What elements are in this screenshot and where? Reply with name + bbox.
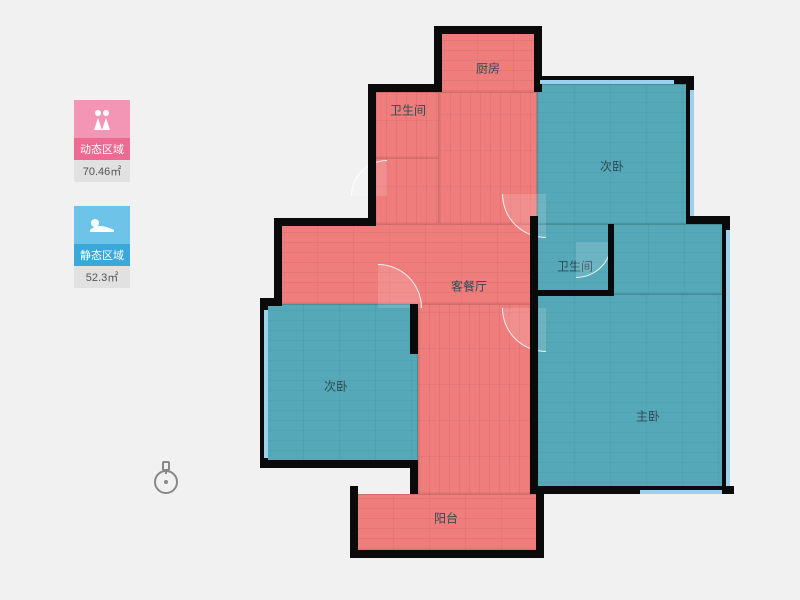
wall-segment	[260, 460, 418, 468]
wall-segment	[608, 224, 614, 292]
wall-segment	[434, 26, 442, 92]
zone-legend: 动态区域 70.46㎡ 静态区域 52.3㎡	[72, 100, 132, 312]
wall-segment	[686, 216, 730, 224]
room-balcony	[356, 494, 537, 550]
wall-segment	[434, 26, 542, 34]
wall-segment	[530, 216, 538, 226]
wall-segment	[532, 290, 614, 296]
wall-segment	[350, 486, 358, 558]
room-bed2b	[266, 304, 418, 462]
legend-swatch-dynamic	[74, 100, 130, 138]
legend-swatch-static	[74, 206, 130, 244]
room-bed2a	[537, 84, 687, 224]
wall-segment	[530, 224, 538, 494]
compass-icon	[150, 460, 182, 492]
wall-segment	[410, 460, 418, 494]
legend-item-static: 静态区域 52.3㎡	[72, 206, 132, 288]
room-kitchen	[440, 32, 536, 92]
wall-segment	[410, 304, 418, 354]
wall-segment	[274, 218, 282, 304]
window-segment	[726, 230, 730, 486]
window-segment	[540, 80, 674, 84]
room-wc1	[375, 92, 439, 158]
wall-segment	[536, 486, 544, 558]
window-segment	[690, 90, 694, 216]
wall-segment	[368, 84, 376, 226]
sleep-icon	[88, 216, 116, 234]
room-bed_master2	[611, 224, 725, 294]
floor-plan: 厨房卫生间客餐厅阳台次卧卫生间主卧次卧	[260, 18, 740, 578]
legend-item-dynamic: 动态区域 70.46㎡	[72, 100, 132, 182]
window-segment	[264, 310, 268, 458]
legend-value-static: 52.3㎡	[74, 266, 130, 288]
wall-segment	[274, 218, 376, 226]
wall-segment	[368, 84, 442, 92]
people-icon	[89, 108, 115, 130]
window-segment	[640, 490, 722, 494]
legend-title-static: 静态区域	[74, 244, 130, 266]
wall-segment	[350, 550, 544, 558]
legend-value-dynamic: 70.46㎡	[74, 160, 130, 182]
room-bed_master	[537, 294, 725, 494]
legend-title-dynamic: 动态区域	[74, 138, 130, 160]
